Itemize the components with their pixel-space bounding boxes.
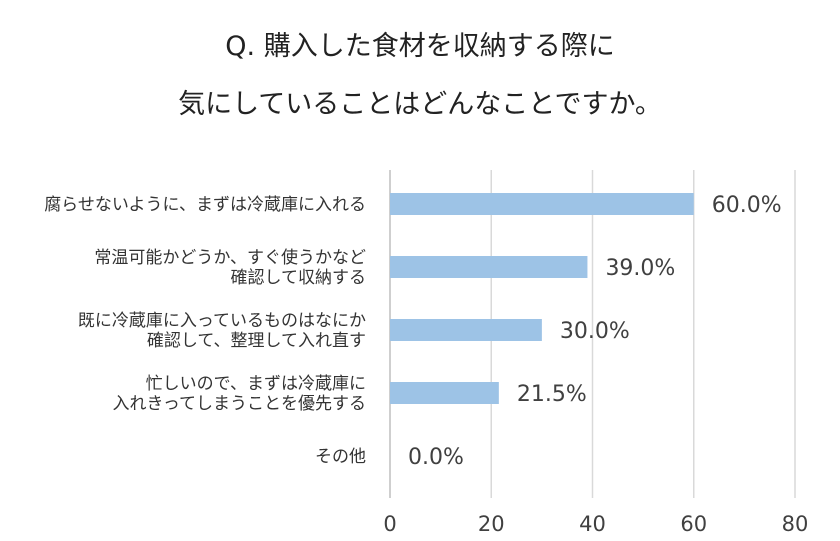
category-label: 忙しいので、まずは冷蔵庫に xyxy=(146,374,366,394)
category-label: 腐らせないように、まずは冷蔵庫に入れる xyxy=(44,195,366,215)
bar xyxy=(390,382,499,404)
bar xyxy=(390,193,694,215)
chart-title-line-2: 気にしていることはどんなことですか。 xyxy=(178,89,662,120)
value-label: 60.0% xyxy=(712,193,782,218)
x-tick-label: 80 xyxy=(782,512,809,536)
bar xyxy=(390,256,588,278)
category-label: その他 xyxy=(315,447,366,467)
category-label: 確認して収納する xyxy=(231,268,367,288)
x-tick-label: 40 xyxy=(579,512,606,536)
x-tick-label: 60 xyxy=(680,512,707,536)
chart-title-line-1: Q. 購入した食材を収納する際に xyxy=(225,31,615,62)
x-tick-label: 0 xyxy=(383,512,396,536)
x-tick-label: 20 xyxy=(478,512,505,536)
category-label: 確認して、整理して入れ直す xyxy=(147,331,366,351)
value-label: 39.0% xyxy=(605,256,675,281)
category-label: 既に冷蔵庫に入っているものはなにか xyxy=(78,311,366,331)
value-label: 0.0% xyxy=(408,445,464,470)
category-label: 常温可能かどうか、すぐ使うかなど xyxy=(94,247,366,268)
category-label: 入れきってしまうことを優先する xyxy=(113,394,366,414)
value-label: 21.5% xyxy=(517,382,587,407)
value-label: 30.0% xyxy=(560,319,630,344)
bar xyxy=(390,319,542,341)
